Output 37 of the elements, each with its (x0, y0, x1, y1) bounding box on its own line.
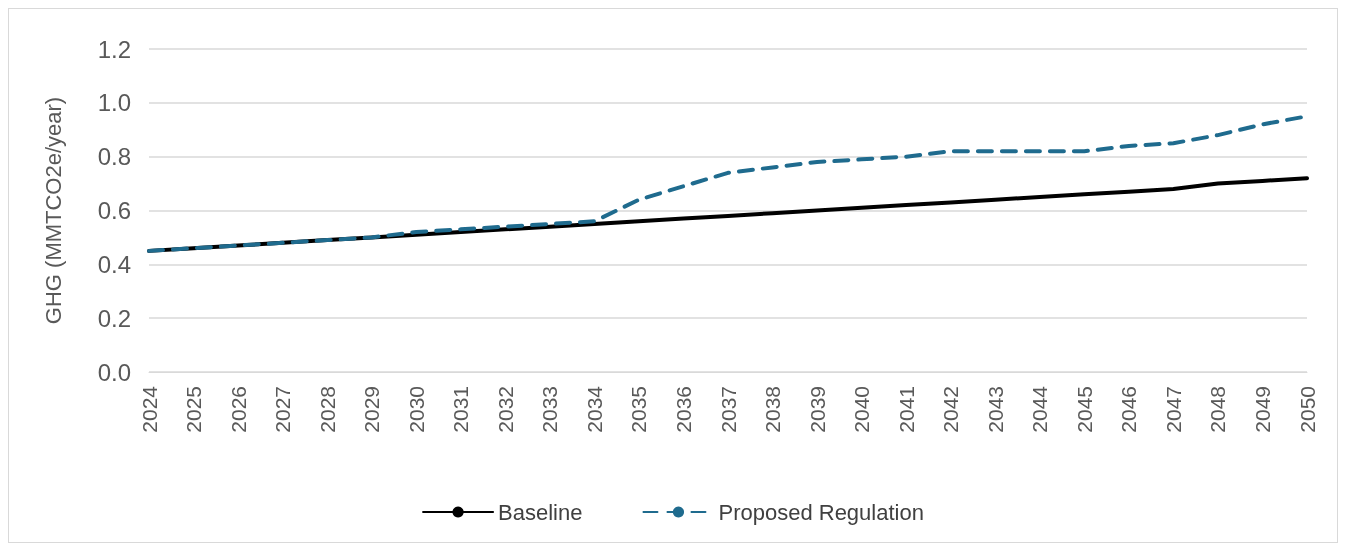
y-tick-label: 0.2 (97, 304, 131, 332)
x-tick-label: 2035 (627, 386, 651, 433)
x-tick-label: 2050 (1295, 386, 1319, 433)
x-tick-label: 2034 (582, 385, 606, 433)
y-tick-label: 0.0 (97, 358, 131, 386)
x-tick-label: 2048 (1206, 386, 1230, 433)
x-tick-label: 2029 (360, 386, 384, 433)
y-tick-label: 0.8 (97, 143, 131, 171)
x-tick-label: 2041 (894, 386, 918, 433)
y-tick-label: 0.4 (97, 250, 131, 278)
x-tick-label: 2043 (983, 386, 1007, 433)
x-tick-label: 2036 (671, 386, 695, 433)
x-tick-label: 2049 (1250, 386, 1274, 433)
x-tick-label: 2039 (805, 386, 829, 433)
x-tick-label: 2040 (850, 386, 874, 433)
x-tick-label: 2024 (137, 385, 161, 433)
x-tick-label: 2045 (1072, 386, 1096, 433)
legend-label: Proposed Regulation (718, 499, 924, 525)
x-tick-label: 2033 (538, 386, 562, 433)
x-tick-label: 2042 (939, 386, 963, 433)
y-tick-label: 1.0 (97, 89, 131, 117)
x-tick-label: 2031 (449, 386, 473, 433)
x-tick-label: 2046 (1117, 386, 1141, 433)
x-tick-label: 2038 (761, 386, 785, 433)
x-tick-label: 2027 (271, 386, 295, 433)
legend-label: Baseline (498, 499, 583, 525)
y-tick-label: 0.6 (97, 197, 131, 224)
x-tick-label: 2030 (404, 386, 428, 433)
x-tick-label: 2037 (716, 386, 740, 433)
x-tick-label: 2044 (1028, 385, 1052, 433)
x-tick-label: 2026 (226, 386, 250, 433)
x-tick-label: 2028 (315, 386, 339, 433)
x-tick-label: 2047 (1161, 386, 1185, 433)
y-tick-label: 1.2 (97, 35, 131, 63)
x-tick-label: 2025 (182, 386, 206, 433)
x-tick-label: 2032 (493, 386, 517, 433)
y-axis-title: GHG (MMTCO2e/year) (40, 96, 66, 325)
